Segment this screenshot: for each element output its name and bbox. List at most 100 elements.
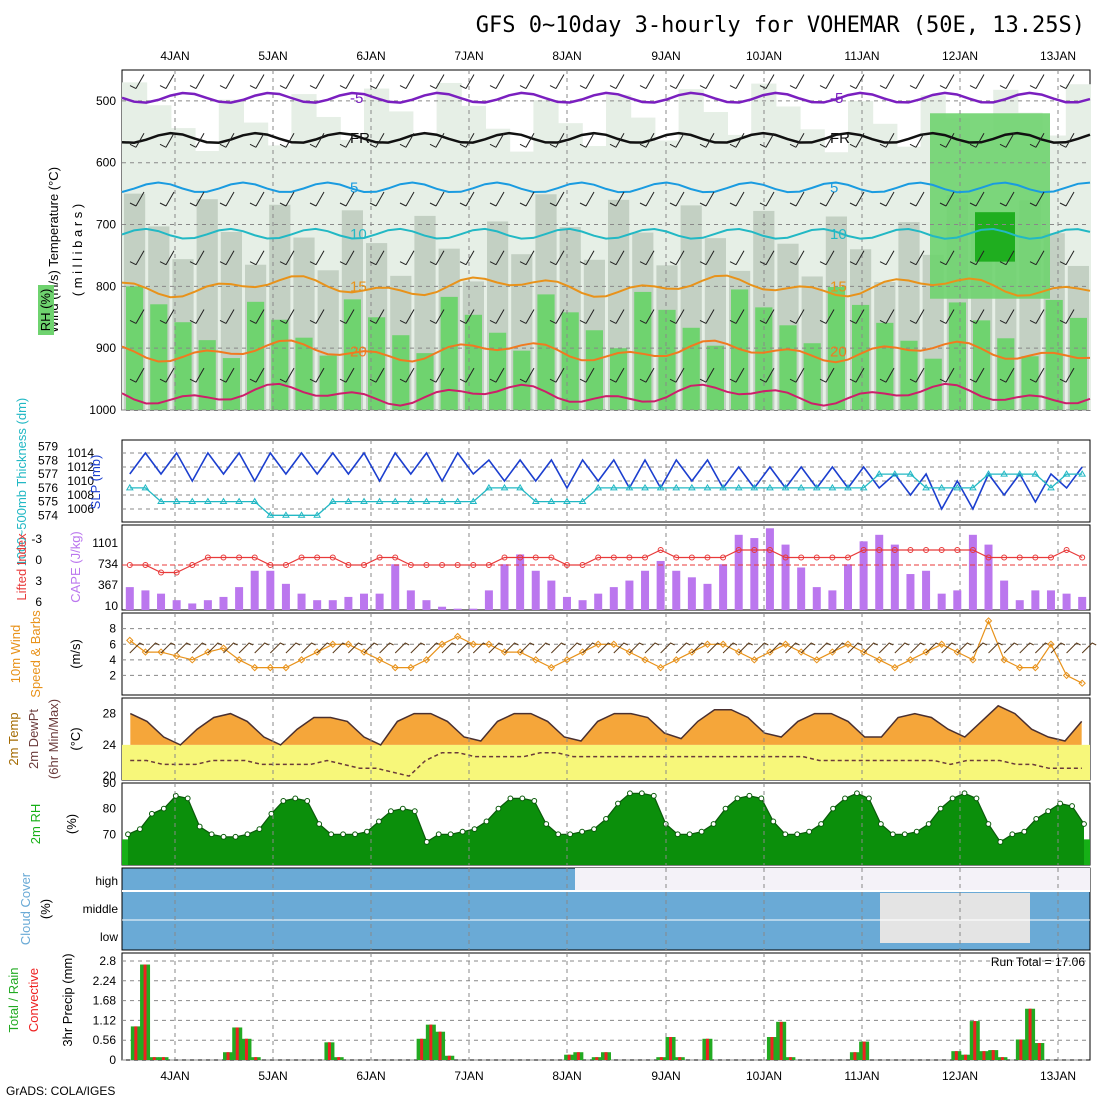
wind-barb	[819, 133, 835, 148]
wind-barb	[1029, 133, 1045, 148]
wind-barb	[279, 74, 295, 89]
wind-barb	[369, 74, 385, 89]
wind-barb	[699, 309, 715, 324]
wind-speed-point	[937, 640, 946, 648]
thickness-point	[719, 483, 727, 491]
pressure-tick-label: 1000	[89, 403, 116, 417]
wind-barb	[399, 191, 415, 207]
slp-tick-label: 1014	[67, 446, 94, 460]
ylabel-rh2m-unit: (%)	[64, 814, 79, 834]
rh-shade-green	[634, 291, 652, 410]
lifted-index-point	[829, 554, 836, 561]
cape-bar	[828, 590, 837, 610]
rh-tick-label: 90	[103, 776, 117, 790]
wind-speed-point	[485, 640, 493, 648]
cape-bar	[922, 570, 931, 610]
wind-barb	[909, 74, 925, 89]
rh-point	[854, 790, 860, 797]
wind-barb	[999, 74, 1015, 89]
isotherm-line	[121, 91, 1091, 104]
rh-point	[304, 798, 311, 804]
rh-point	[842, 795, 848, 802]
wind-barb	[789, 309, 805, 324]
wind-speed-point	[344, 640, 353, 648]
rh-point	[459, 828, 466, 835]
precip-bar-convective	[438, 1031, 442, 1060]
rh-shade-green	[900, 340, 918, 410]
wind-barb	[189, 74, 205, 89]
wind-barb	[759, 309, 775, 324]
wind-barb	[219, 74, 235, 89]
wind-barb	[789, 191, 805, 207]
cloud-level-label: middle	[83, 902, 119, 916]
wind-barb	[819, 74, 835, 89]
cape-bar	[438, 606, 447, 610]
precip-bar-convective	[1000, 1057, 1004, 1060]
wind-barb	[1059, 191, 1075, 207]
ylabel-minmax: (6hr Min/Max)	[46, 699, 61, 779]
rh-point	[985, 821, 992, 827]
rh-point	[352, 831, 358, 838]
rh-shade-green	[1069, 317, 1087, 410]
thickness-point	[516, 483, 525, 491]
rh-point	[806, 828, 813, 835]
wind-barb	[249, 309, 265, 324]
cape-bar	[141, 590, 150, 610]
thickness-point	[172, 497, 181, 505]
wind-barb	[669, 74, 685, 89]
rh-point	[172, 792, 179, 799]
wind-barb-10m	[910, 642, 925, 654]
wind-barb	[849, 74, 865, 89]
thickness-point	[203, 497, 212, 505]
wind-barb-10m	[191, 642, 207, 654]
wind-speed-point	[672, 656, 680, 664]
ylabel-precip: 3hr Precip (mm)	[60, 953, 75, 1046]
rh-point	[734, 795, 741, 802]
wind-speed-point	[407, 663, 415, 672]
cape-bar	[188, 603, 197, 610]
wind-barb	[969, 191, 985, 207]
wind-barb	[609, 191, 625, 207]
rh-point	[913, 828, 920, 835]
rh-point	[160, 805, 167, 812]
rh-point	[722, 805, 729, 812]
wind-barb	[699, 133, 715, 148]
date-label-top: 6JAN	[356, 49, 385, 63]
wind-barb	[249, 133, 265, 148]
wind-barb	[759, 133, 775, 148]
wind-barb	[249, 367, 265, 383]
rh-point	[292, 795, 299, 802]
wind-barb	[1059, 74, 1075, 89]
wind-speed-point	[1078, 679, 1086, 687]
wind-barb-10m	[785, 642, 800, 654]
lifted-index-point	[813, 554, 820, 561]
wind-barb-10m	[410, 642, 426, 654]
lifted-index-point	[782, 554, 789, 561]
rh-point	[710, 821, 717, 827]
thickness-point	[1062, 470, 1071, 477]
lifted-index-point	[798, 554, 805, 561]
cape-tick-label: 10	[105, 599, 119, 613]
rh-point	[925, 821, 932, 827]
date-label-top: 13JAN	[1040, 49, 1076, 63]
wind-barb	[999, 309, 1015, 324]
wind-barb-10m	[800, 642, 816, 654]
precip-bar-convective	[604, 1052, 608, 1060]
wind-barb	[1059, 309, 1075, 324]
thickness-point	[672, 483, 681, 491]
wind-barb	[729, 309, 745, 324]
lifted-index-point	[595, 554, 602, 561]
wind-barb	[969, 309, 985, 324]
rh-shade-green	[537, 294, 555, 410]
rh-point	[877, 821, 884, 827]
wind-barb	[129, 309, 145, 324]
rh-shade-green	[343, 299, 361, 410]
thickness-line	[129, 473, 1083, 516]
wind-barb-10m	[238, 642, 254, 654]
wind-barb	[489, 191, 505, 207]
lifted-index-point	[673, 554, 680, 561]
cape-bar	[734, 534, 743, 610]
lifted-index-point	[876, 547, 883, 553]
rh-point	[674, 831, 681, 838]
rh-shade-green	[368, 317, 386, 410]
